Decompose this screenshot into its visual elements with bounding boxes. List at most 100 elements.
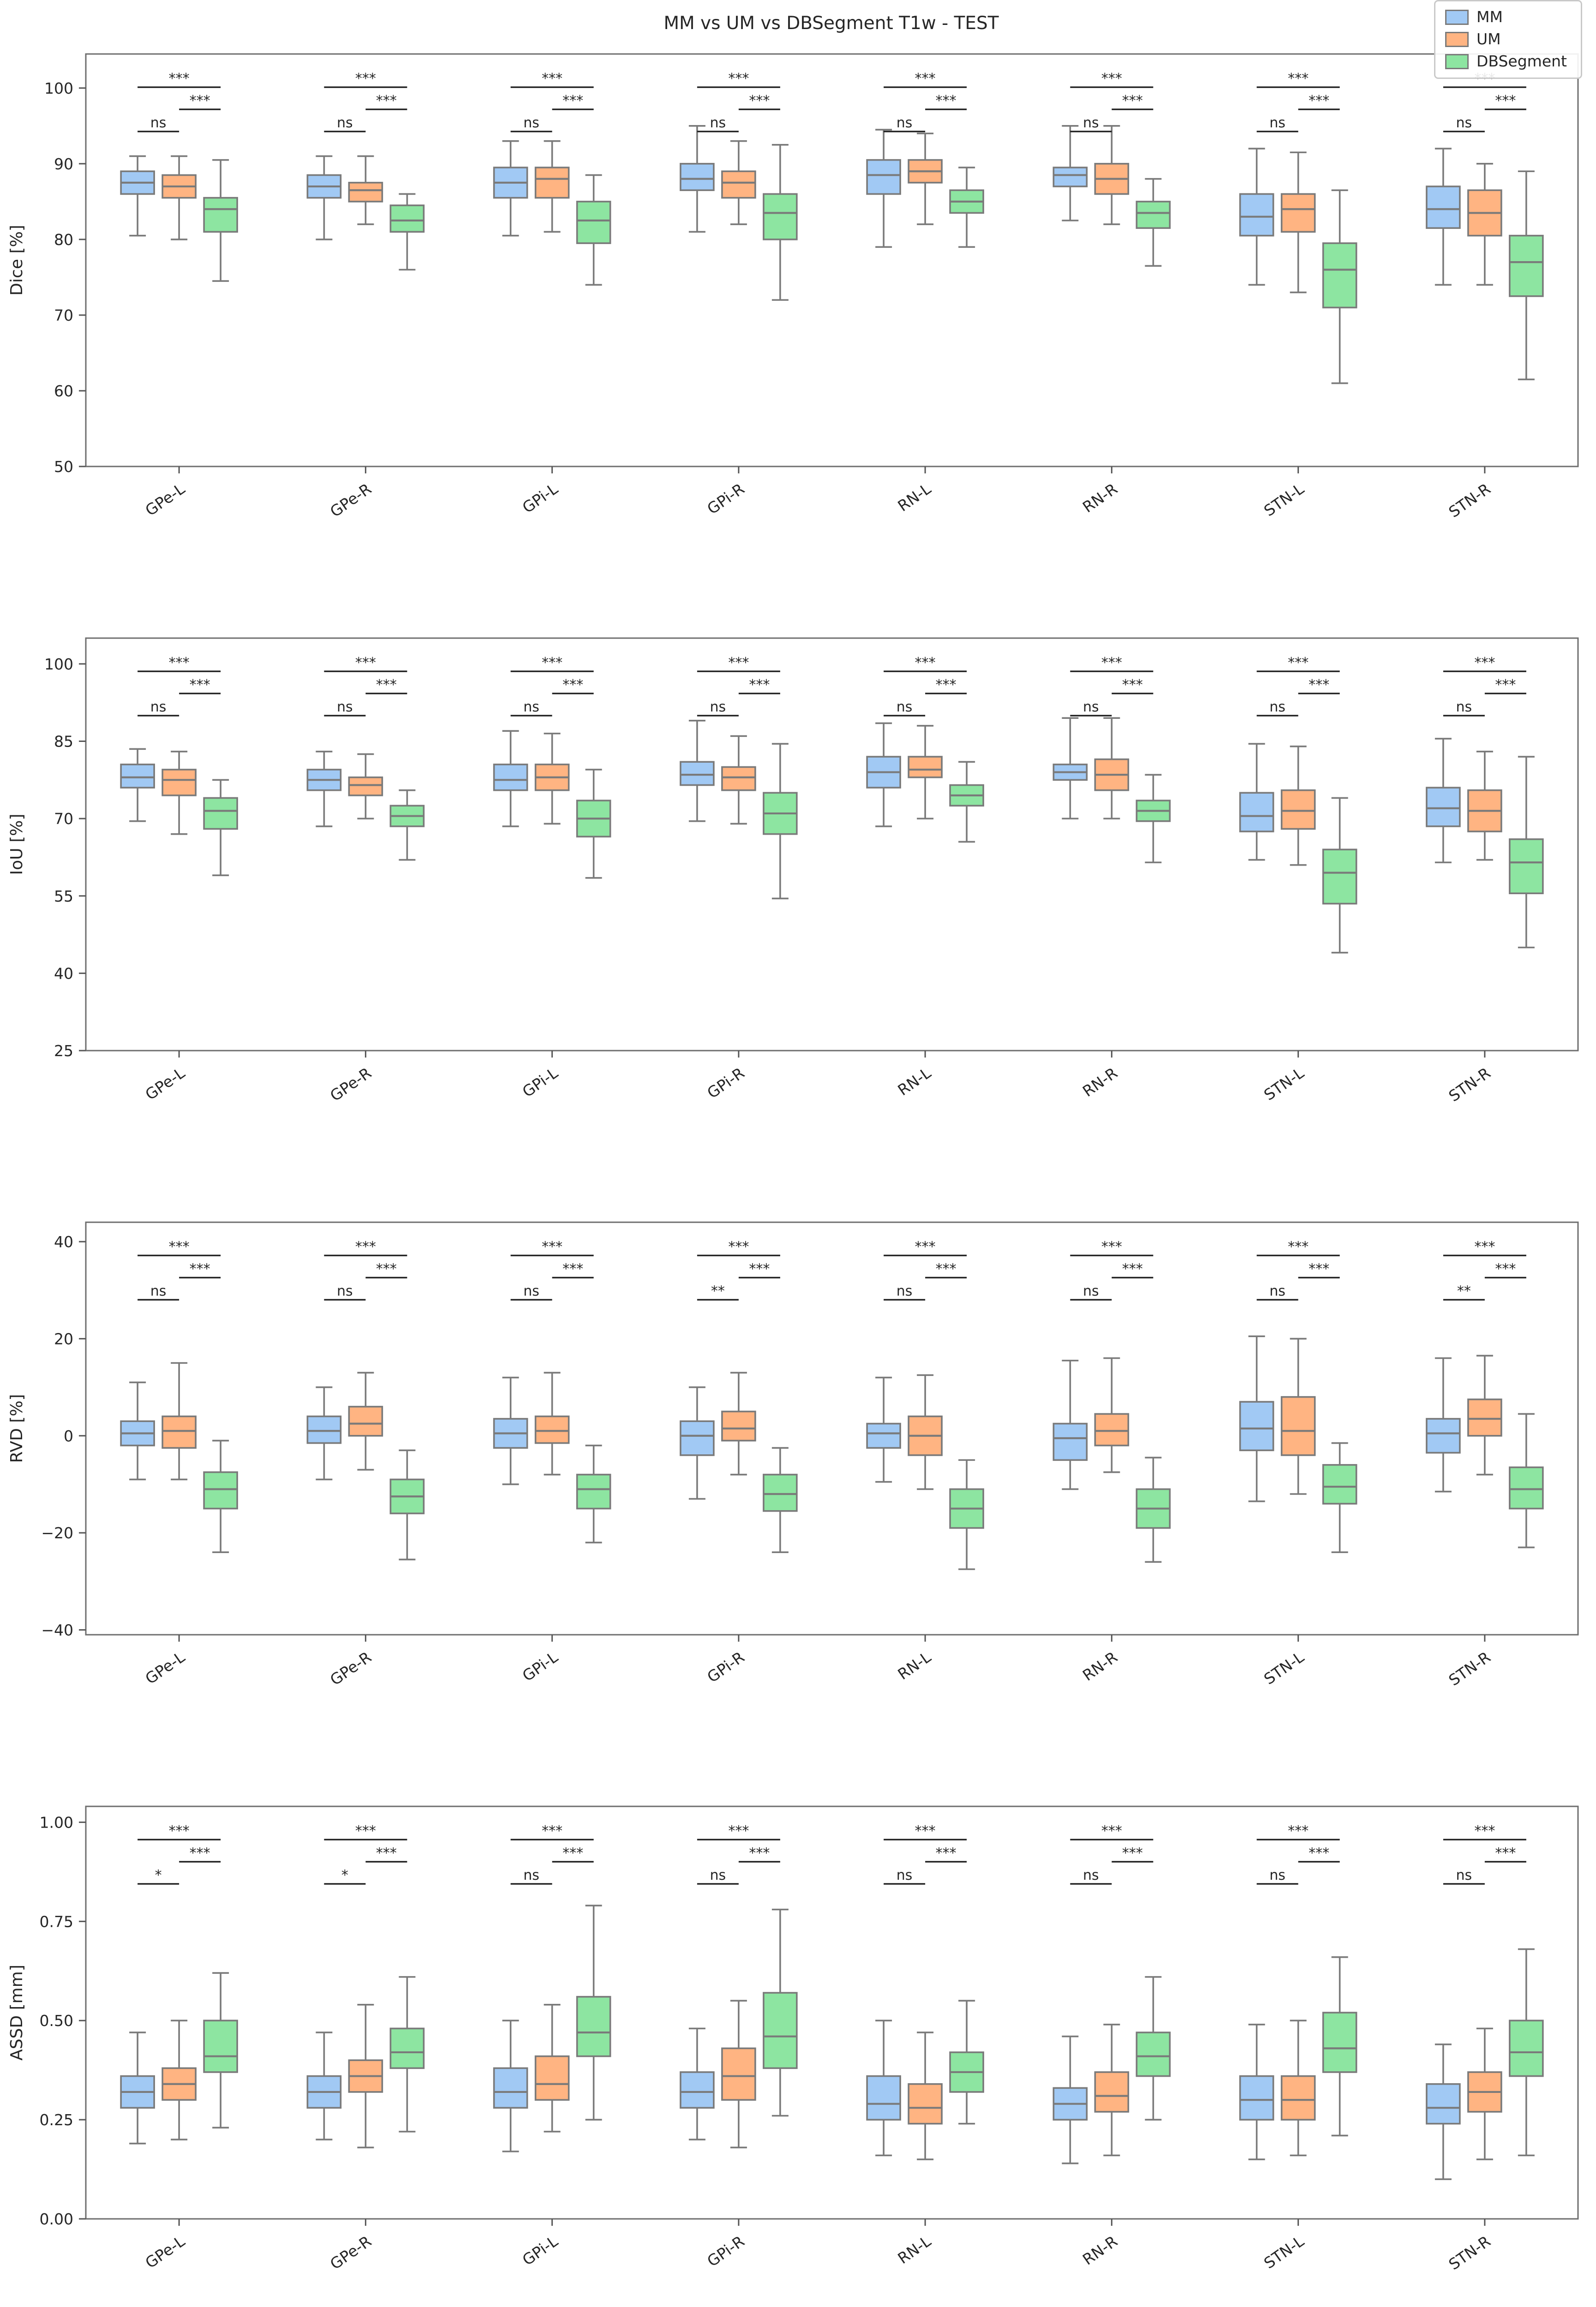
- box-MM-GPe-L: [120, 155, 155, 237]
- x-tick-label-RN-R: RN-R: [1079, 1648, 1121, 1685]
- significance-label: *: [341, 1867, 348, 1883]
- significance-label: ns: [1083, 1283, 1099, 1299]
- significance-label: ***: [1495, 1845, 1516, 1861]
- significance-label: ns: [1083, 115, 1099, 131]
- legend-item-UM[interactable]: UM: [1445, 30, 1567, 48]
- significance-label: ***: [749, 93, 770, 109]
- box-UM-GPe-L: [161, 155, 197, 240]
- x-tick-label-RN-L: RN-L: [895, 2232, 935, 2267]
- legend-swatch-DBSegment: [1445, 54, 1469, 69]
- x-tick-label-STN-R: STN-R: [1446, 480, 1494, 521]
- axes-frame: [85, 637, 1579, 1052]
- x-tick-label-GPi-R: GPi-R: [704, 1648, 747, 1686]
- y-tick-label: 90: [54, 155, 73, 173]
- y-tick-label: 40: [54, 1233, 73, 1251]
- significance-label: ns: [523, 1867, 539, 1883]
- box-DBSegment-STN-R: [1509, 1948, 1544, 2157]
- y-axis: 25 40 55 70 85 100: [44, 655, 86, 1060]
- significance-label: ***: [169, 1823, 190, 1839]
- box-UM-GPi-R: [721, 2000, 756, 2149]
- significance-RN-R: ns ******: [1070, 1239, 1154, 1301]
- significance-label: ***: [562, 93, 583, 109]
- significance-GPe-R: ns ******: [324, 655, 407, 717]
- box-DBSegment-STN-L: [1322, 189, 1357, 384]
- x-tick-label-GPi-L: GPi-L: [519, 2232, 562, 2269]
- y-axis-label: IoU [%]: [7, 814, 26, 875]
- box-UM-GPi-L: [534, 140, 570, 233]
- significance-label: ***: [169, 1239, 190, 1255]
- x-tick-label-GPe-L: GPe-L: [142, 1064, 189, 1104]
- legend-item-DBSegment[interactable]: DBSegment: [1445, 53, 1567, 71]
- box-DBSegment-GPi-L: [576, 769, 611, 879]
- significance-label: ***: [1309, 93, 1329, 109]
- box-UM-RN-R: [1094, 125, 1130, 225]
- significance-label: ***: [1101, 1239, 1122, 1255]
- y-tick-label: 20: [54, 1330, 73, 1348]
- box-MM-RN-R: [1052, 125, 1088, 221]
- legend-label: UM: [1476, 30, 1501, 48]
- significance-label: ***: [1101, 655, 1122, 671]
- box-DBSegment-STN-R: [1509, 756, 1544, 949]
- significance-label: ns: [523, 699, 539, 715]
- significance-label: ns: [523, 1283, 539, 1299]
- box-UM-GPe-L: [161, 2020, 197, 2140]
- box-MM-RN-L: [866, 2020, 901, 2157]
- significance-STN-R: ns******: [1443, 655, 1526, 717]
- significance-label: ***: [1101, 1823, 1122, 1839]
- box-MM-RN-R: [1052, 717, 1088, 819]
- box-MM-GPe-L: [120, 1381, 155, 1481]
- box-DBSegment-GPi-L: [576, 174, 611, 286]
- box-UM-RN-R: [1094, 2023, 1130, 2157]
- x-tick-label-STN-L: STN-L: [1261, 479, 1308, 520]
- box-DBSegment-GPi-R: [763, 1908, 798, 2117]
- y-axis: −40 −20 0 20 40: [41, 1233, 86, 1639]
- y-tick-label: 100: [44, 79, 73, 97]
- box-DBSegment-GPi-R: [763, 743, 798, 900]
- significance-label: ***: [728, 1823, 749, 1839]
- significance-GPi-L: ns ******: [510, 1239, 594, 1301]
- significance-GPi-R: ********: [697, 1239, 780, 1301]
- box-DBSegment-RN-L: [949, 761, 984, 843]
- significance-label: ***: [1474, 1239, 1495, 1255]
- significance-label: ***: [1309, 1261, 1329, 1277]
- y-tick-label: 0.75: [40, 1913, 73, 1930]
- y-tick-label: −20: [41, 1524, 73, 1542]
- significance-GPe-L: ns ******: [137, 1239, 221, 1301]
- box-UM-GPe-R: [348, 155, 383, 225]
- x-tick-label-GPi-R: GPi-R: [704, 1064, 747, 1102]
- box-UM-STN-R: [1467, 1355, 1502, 1476]
- y-tick-label: 0.50: [40, 2012, 73, 2030]
- x-tick-label-GPi-L: GPi-L: [519, 479, 562, 517]
- significance-GPi-L: ns ******: [510, 1823, 594, 1885]
- significance-label: ***: [190, 677, 210, 693]
- box-DBSegment-GPe-R: [389, 789, 425, 861]
- significance-RN-L: ns ******: [884, 655, 967, 717]
- y-tick-label: 70: [54, 306, 73, 324]
- x-tick-label-RN-R: RN-R: [1079, 2232, 1121, 2269]
- significance-label: ***: [1288, 655, 1309, 671]
- significance-label: **: [711, 1283, 725, 1299]
- y-tick-label: 85: [54, 733, 73, 751]
- x-tick-label-RN-R: RN-R: [1079, 480, 1121, 516]
- box-MM-GPi-R: [680, 125, 715, 233]
- significance-label: ns: [710, 699, 726, 715]
- significance-GPi-L: ns ******: [510, 71, 594, 132]
- significance-label: ns: [1269, 1283, 1285, 1299]
- significance-label: ***: [936, 93, 956, 109]
- box-MM-RN-L: [866, 722, 901, 827]
- significance-RN-L: ns ******: [884, 1239, 967, 1301]
- box-DBSegment-GPi-R: [763, 1447, 798, 1553]
- x-tick-label-RN-R: RN-R: [1079, 1064, 1121, 1100]
- box-UM-GPi-L: [534, 732, 570, 825]
- box-MM-STN-L: [1239, 743, 1274, 861]
- significance-STN-R: ns******: [1443, 71, 1526, 132]
- significance-label: ***: [1288, 71, 1309, 87]
- legend-item-MM[interactable]: MM: [1445, 8, 1567, 26]
- significance-label: ns: [1083, 699, 1099, 715]
- significance-label: ***: [562, 677, 583, 693]
- box-MM-RN-L: [866, 129, 901, 248]
- significance-label: ***: [355, 1239, 376, 1255]
- box-MM-GPe-R: [306, 2032, 342, 2140]
